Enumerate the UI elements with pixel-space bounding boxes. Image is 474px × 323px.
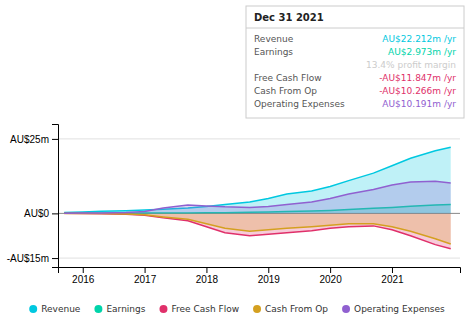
legend-label: Earnings bbox=[106, 304, 145, 314]
tick-mark bbox=[206, 267, 207, 273]
tooltip-value: AU$22.212m /yr bbox=[382, 34, 456, 44]
legend-swatch bbox=[342, 305, 350, 313]
tooltip-value: -AU$10.266m /yr bbox=[379, 86, 456, 96]
grid-line bbox=[58, 258, 460, 259]
tooltip-label: Operating Expenses bbox=[254, 99, 345, 109]
tick-mark bbox=[268, 267, 269, 273]
area bbox=[64, 213, 451, 244]
tooltip: Dec 31 2021 Revenue AU$22.212m /yr Earnings… bbox=[246, 6, 464, 118]
tick: 2020 bbox=[319, 267, 342, 285]
tooltip-label: Revenue bbox=[254, 34, 294, 44]
tick-label: 2018 bbox=[196, 274, 219, 285]
tick-mark bbox=[52, 213, 58, 214]
marks bbox=[64, 147, 451, 248]
tick-label: 2017 bbox=[134, 274, 157, 285]
legend-label: Free Cash Flow bbox=[171, 304, 239, 314]
legend-item: Cash From Op bbox=[253, 304, 328, 314]
y-axis: -AU$15m AU$0 AU$25m bbox=[7, 125, 59, 268]
axis-line bbox=[52, 125, 59, 268]
tick-label: 2016 bbox=[72, 274, 95, 285]
tick-label: AU$25m bbox=[10, 134, 49, 145]
plot: 2016 2017 2018 2019 2020 2021 -AU$15m AU$0 AU$25… bbox=[7, 125, 461, 286]
legend: Revenue Earnings Free Cash Flow Cash From O… bbox=[29, 304, 445, 314]
legend-label: Cash From Op bbox=[265, 304, 328, 314]
tick-mark bbox=[83, 267, 84, 273]
tick-label: 2021 bbox=[381, 274, 404, 285]
area bbox=[64, 147, 451, 213]
tick: AU$25m bbox=[10, 134, 58, 145]
tooltip-value: AU$10.191m /yr bbox=[382, 99, 456, 109]
legend-item: Free Cash Flow bbox=[159, 304, 239, 314]
tick: 2021 bbox=[381, 267, 404, 285]
tick-label: 2020 bbox=[319, 274, 342, 285]
tick-label: 2019 bbox=[258, 274, 281, 285]
tooltip-value: 13.4% profit margin bbox=[366, 60, 456, 70]
tick: AU$0 bbox=[24, 208, 58, 219]
legend-swatch bbox=[159, 305, 167, 313]
line bbox=[64, 213, 451, 248]
tooltip-divider bbox=[246, 28, 464, 29]
x-axis: 2016 2017 2018 2019 2020 2021 bbox=[59, 267, 461, 285]
legend-swatch bbox=[253, 305, 261, 313]
legend-item: Operating Expenses bbox=[342, 304, 445, 314]
tooltip-title: Dec 31 2021 bbox=[254, 12, 324, 23]
grid bbox=[58, 139, 460, 258]
tooltip-value: -AU$11.847m /yr bbox=[379, 73, 456, 83]
legend-item: Revenue bbox=[29, 304, 81, 314]
legend-swatch bbox=[29, 305, 37, 313]
area bbox=[64, 181, 451, 213]
line bbox=[64, 147, 451, 212]
tick: 2019 bbox=[258, 267, 281, 285]
tooltip-label: Free Cash Flow bbox=[254, 73, 322, 83]
tick-mark bbox=[52, 258, 58, 259]
tooltip-label: Cash From Op bbox=[254, 86, 317, 96]
tick-mark bbox=[330, 267, 331, 273]
tick-mark bbox=[392, 267, 393, 273]
tooltip-label: Earnings bbox=[254, 47, 293, 57]
tick-mark bbox=[145, 267, 146, 273]
tick: 2017 bbox=[134, 267, 157, 285]
tick: 2016 bbox=[72, 267, 95, 285]
legend-label: Operating Expenses bbox=[354, 304, 445, 314]
tick-mark bbox=[52, 139, 58, 140]
line bbox=[64, 213, 451, 244]
chart: 2016 2017 2018 2019 2020 2021 -AU$15m AU$0 AU$25… bbox=[0, 0, 474, 323]
axis-line bbox=[59, 268, 461, 274]
area bbox=[64, 213, 451, 248]
legend-label: Revenue bbox=[41, 304, 81, 314]
tooltip-value: AU$2.973m /yr bbox=[388, 47, 456, 57]
legend-swatch bbox=[94, 305, 102, 313]
tick: 2018 bbox=[196, 267, 219, 285]
grid-line bbox=[58, 138, 460, 139]
tick: -AU$15m bbox=[7, 253, 58, 264]
line bbox=[64, 181, 451, 213]
tick-label: -AU$15m bbox=[7, 253, 49, 264]
tick-label: AU$0 bbox=[24, 208, 49, 219]
tooltip-box bbox=[246, 6, 464, 118]
legend-item: Earnings bbox=[94, 304, 145, 314]
